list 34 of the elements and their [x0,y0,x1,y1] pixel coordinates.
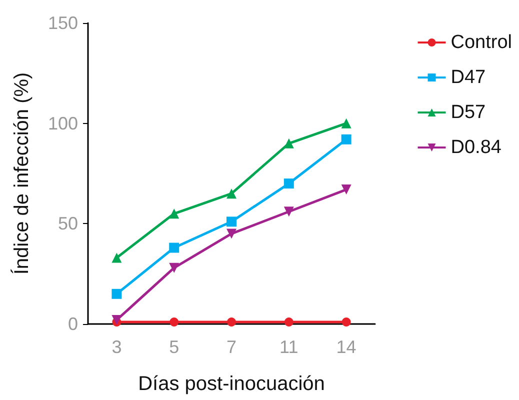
point [341,118,352,128]
legend-label: D57 [450,102,486,123]
point [226,216,236,227]
point [169,208,180,219]
y-tick-label: 100 [48,113,78,134]
x-tick-label: 3 [112,337,122,357]
point [341,134,352,144]
legend-label: D0.84 [450,137,502,158]
point [112,288,122,299]
y-tick-label: 150 [48,13,78,33]
x-tick-label: 5 [169,337,180,357]
y-axis-title: Índice de infección (%) [10,72,33,275]
x-axis-title: Días post-inocuación [138,373,325,395]
point [342,317,351,326]
point [112,252,122,263]
point [284,138,294,148]
y-tick-label: 50 [58,214,78,234]
point [169,242,180,253]
x-tick-label: 7 [226,337,237,357]
point [284,206,294,217]
y-tick-label: 0 [68,314,78,334]
legend-label: D47 [450,67,486,88]
point [284,178,294,189]
point [226,188,236,199]
x-tick-label: 14 [336,337,356,357]
point [226,228,236,239]
point [284,317,294,326]
point [341,184,352,195]
point [227,317,236,326]
point [170,317,179,326]
point [169,262,180,273]
legend-label: Control [450,32,512,53]
x-tick-label: 11 [280,337,298,357]
point [112,314,122,325]
